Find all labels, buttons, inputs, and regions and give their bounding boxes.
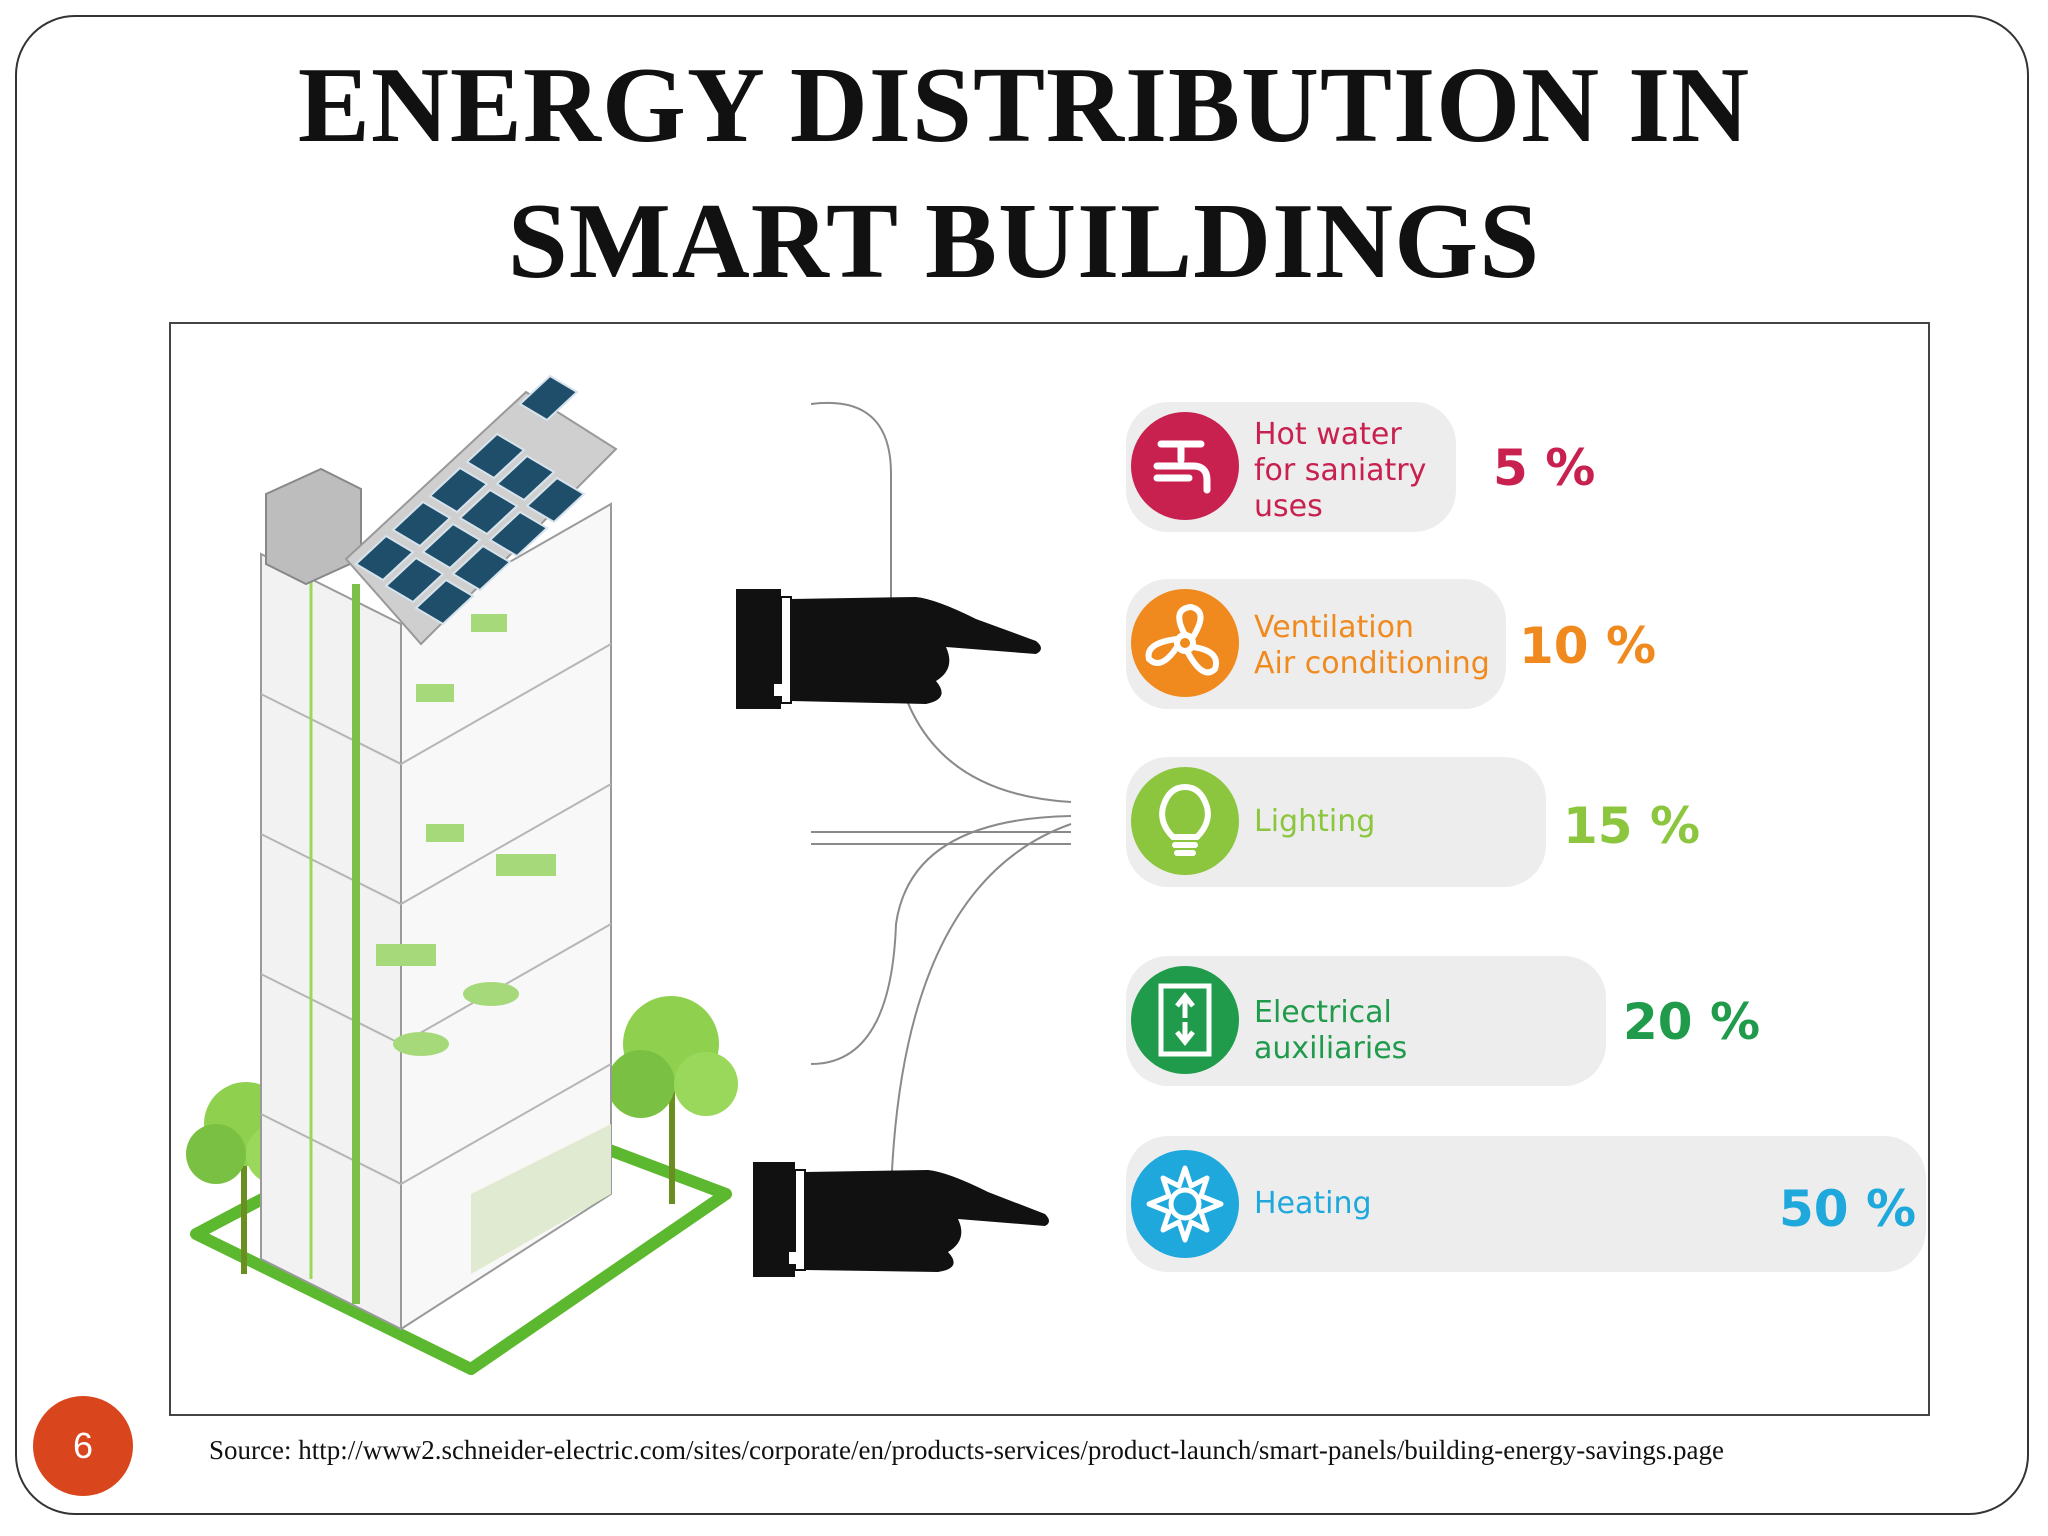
building-left-face: [260, 552, 402, 1331]
label-hot-water: Hot water for saniatry uses: [1254, 417, 1427, 524]
circle-lighting: [1131, 767, 1239, 875]
source-citation: Source: http://www2.schneider-electric.c…: [209, 1435, 1724, 1465]
circle-hot-water: [1131, 412, 1239, 520]
slide-title: ENERGY DISTRIBUTION IN SMART BUILDINGS: [0, 38, 2048, 310]
pointing-hand-icon: [753, 1162, 1049, 1277]
smart-building-illustration: [186, 374, 1072, 1375]
lightbulb-icon: [1159, 783, 1211, 856]
faucet-icon: [1153, 440, 1211, 494]
label-ventilation: Ventilation Air conditioning: [1254, 610, 1490, 681]
rooftop-unit: [265, 467, 362, 586]
percent-ventilation: 10 %: [1519, 617, 1657, 675]
label-lighting: Lighting: [1254, 804, 1376, 839]
title-line-2: SMART BUILDINGS: [507, 182, 1541, 301]
fan-icon: [1145, 603, 1219, 676]
pointing-hand-icon: [736, 589, 1041, 709]
bar-heating: [1126, 1136, 1926, 1272]
solar-panel-icon: [354, 374, 586, 626]
label-heating: Heating: [1254, 1186, 1372, 1221]
percent-lighting: 15 %: [1563, 797, 1701, 855]
tree-icon: [607, 996, 738, 1204]
title-line-1: ENERGY DISTRIBUTION IN: [297, 46, 1751, 165]
percent-hot-water: 5 %: [1493, 439, 1596, 497]
infographic-figure: Hot water for saniatry uses 5 % Ventilat…: [169, 322, 1930, 1416]
circle-electrical: [1131, 966, 1239, 1074]
circle-ventilation: [1131, 589, 1239, 697]
page-number-badge: 6: [33, 1396, 133, 1496]
sun-heat-icon: [1146, 1165, 1224, 1243]
percent-electrical: 20 %: [1623, 993, 1761, 1051]
percent-heating: 50 %: [1779, 1180, 1917, 1238]
label-electrical: Electrical auxiliaries: [1254, 995, 1408, 1066]
building-base-panel: [471, 1124, 611, 1274]
circle-heating: [1131, 1150, 1239, 1258]
connector-lines: [810, 401, 1072, 1195]
elevator-icon: [1158, 983, 1212, 1057]
